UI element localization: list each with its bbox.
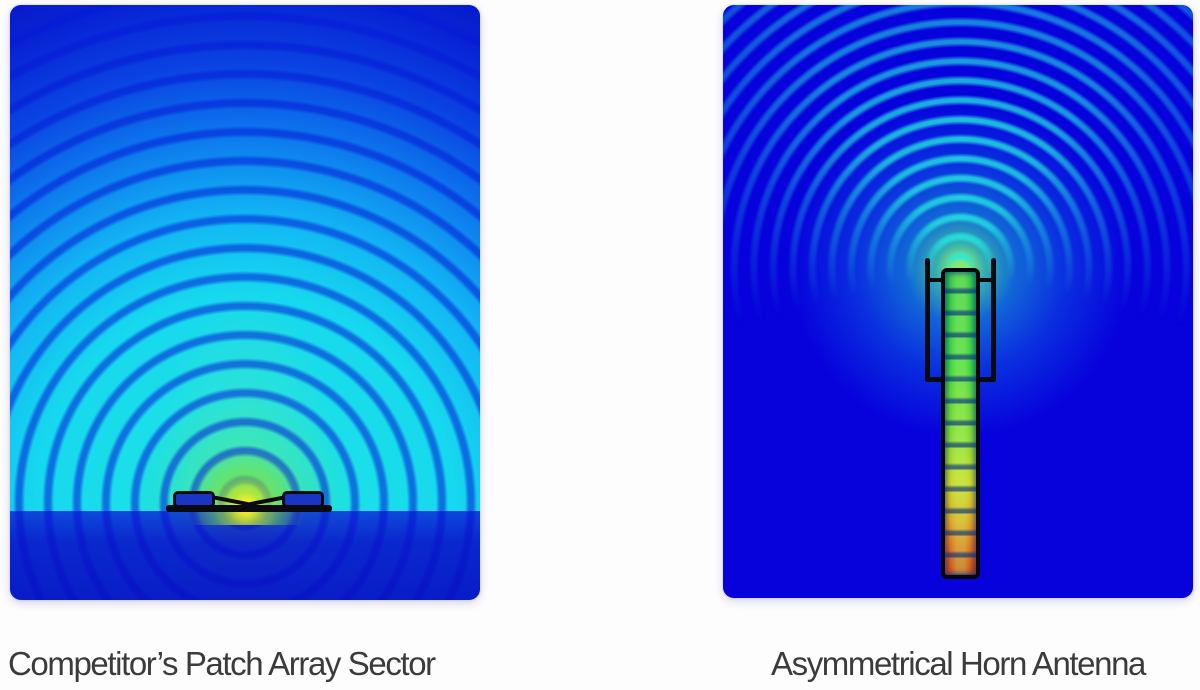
horn-antenna-panel bbox=[723, 5, 1193, 598]
horn-wave-field bbox=[723, 5, 1193, 598]
patch-feed-glow bbox=[166, 445, 326, 525]
caption-horn-antenna: Asymmetrical Horn Antenna bbox=[770, 645, 1146, 682]
patch-array-wave-field bbox=[10, 5, 480, 600]
patch-array-panel bbox=[10, 5, 480, 600]
horn-shell-left bbox=[925, 258, 930, 382]
horn-shell-stub-bottom-right bbox=[976, 377, 995, 382]
horn-shell-right bbox=[991, 258, 996, 382]
horn-shell-stub-top-right bbox=[979, 278, 991, 282]
patch-element-right bbox=[282, 491, 324, 508]
horn-shell-stub-bottom-left bbox=[927, 377, 945, 382]
horn-shell-stub-top-left bbox=[930, 278, 942, 282]
patch-ground-plane bbox=[166, 505, 332, 512]
waveguide-tube bbox=[941, 268, 980, 579]
patch-element-left bbox=[173, 491, 215, 508]
caption-patch-array: Competitor’s Patch Array Sector bbox=[8, 645, 436, 682]
ground-shadow-region bbox=[10, 511, 480, 600]
